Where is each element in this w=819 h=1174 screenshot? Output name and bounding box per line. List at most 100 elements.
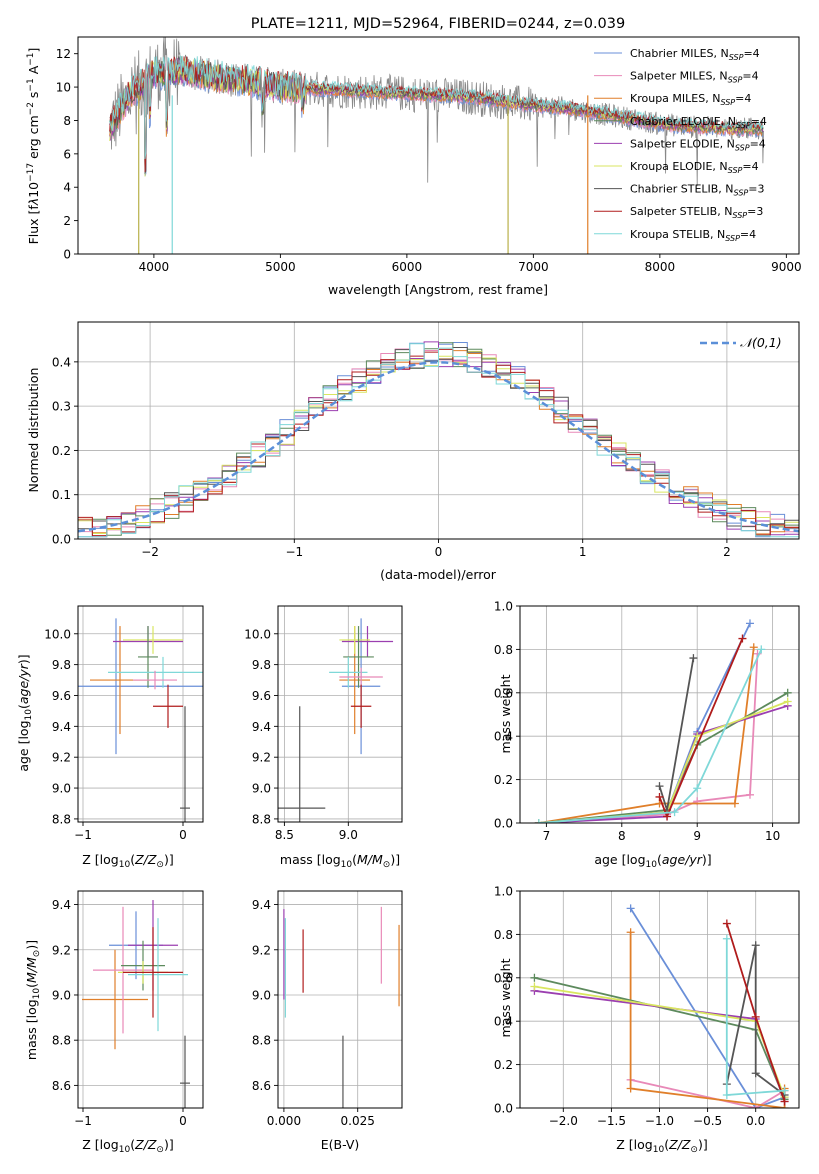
y-tick-label: 8 xyxy=(63,114,71,128)
y-tick-label: 0.8 xyxy=(494,643,513,657)
y-tick-label: 9.8 xyxy=(252,658,271,672)
weight-series xyxy=(630,1078,786,1108)
y-tick-label: 9.0 xyxy=(52,782,71,796)
y-tick-label: 8.8 xyxy=(52,1034,71,1048)
weight-marker xyxy=(780,1086,789,1095)
axes-frame xyxy=(277,890,403,1109)
x-tick-label: 0.0 xyxy=(746,1114,765,1128)
weight-marker xyxy=(780,1097,789,1106)
gaussian-curve xyxy=(78,361,799,533)
plot-area xyxy=(278,618,394,822)
weight-marker xyxy=(738,634,747,643)
y-tick-label: 0.2 xyxy=(494,773,513,787)
residuals-legend: 𝒩(0,1) xyxy=(700,335,782,350)
residuals-ylabel: Normed distribution xyxy=(26,368,41,493)
weight-marker xyxy=(751,1069,760,1078)
x-tick-label: 7000 xyxy=(518,260,549,274)
spectrum-title: PLATE=1211, MJD=52964, FIBERID=0244, z=0… xyxy=(251,16,625,32)
spectrum-xlabel: wavelength [Angstrom, rest frame] xyxy=(328,282,548,297)
y-tick-label: 1.0 xyxy=(494,600,513,614)
x-tick-label: −1 xyxy=(285,545,303,559)
x-tick-label: 1 xyxy=(579,545,587,559)
weight-marker xyxy=(722,1090,731,1099)
weight-series xyxy=(538,649,763,823)
model-spectrum xyxy=(109,56,764,173)
axes-frame xyxy=(77,890,204,1109)
age-mass-xlabel: mass [log10(M/M⊙)] xyxy=(280,852,400,870)
y-tick-label: 0.4 xyxy=(494,730,513,744)
weight-vs-Z-panel: −2.0 −1.5 −1.0 −0.5 0.0 0.0 0.2 0.4 0.6 0.8 1.0 xyxy=(494,885,800,1128)
x-tick-label: 7 xyxy=(543,829,551,843)
y-tick-label: 9.0 xyxy=(252,988,271,1002)
y-tick-label: 9.6 xyxy=(252,689,271,703)
residuals-panel: −2 −1 0 1 2 0.0 0.1 0.2 0.3 0.4 xyxy=(52,321,800,559)
weight-marker xyxy=(626,904,635,913)
y-tick-label: 0.2 xyxy=(494,1058,513,1072)
y-tick-label: 4 xyxy=(63,181,71,195)
mass-EBV-xlabel: E(B-V) xyxy=(321,1137,360,1152)
x-tick-label: −1.5 xyxy=(597,1114,626,1128)
weight-marker xyxy=(749,643,758,652)
age-Z-ylabel: age [log10(age/yr)] xyxy=(16,654,34,771)
plot-area xyxy=(82,900,190,1108)
x-tick-label: 9 xyxy=(693,829,701,843)
x-tick-label: 5000 xyxy=(265,260,296,274)
weight-marker xyxy=(689,654,698,663)
x-tick-label: 9.0 xyxy=(339,828,358,842)
y-tick-label: 8.6 xyxy=(52,1079,71,1093)
axes-frame xyxy=(277,605,403,823)
spectrum-legend: Chabrier MILES, NSSP=4 Salpeter MILES, NS… xyxy=(594,47,767,243)
gaussian-legend-label: 𝒩(0,1) xyxy=(740,335,782,350)
mass-Z-ylabel: mass [log10(M/M⊙)] xyxy=(24,940,42,1060)
axes-frame xyxy=(77,605,204,823)
x-tick-label: 8000 xyxy=(645,260,676,274)
y-tick-label: 9.4 xyxy=(252,720,271,734)
y-tick-label: 0.2 xyxy=(52,444,71,458)
legend-label: Chabrier MILES, NSSP=4 xyxy=(630,47,760,62)
y-tick-label: 8.8 xyxy=(252,1034,271,1048)
axes-frame xyxy=(77,36,800,255)
y-tick-label: 10.0 xyxy=(244,627,271,641)
mass-vs-EBV-panel: 0.000 0.025 8.6 8.8 9.0 9.2 9.4 xyxy=(252,890,403,1128)
y-tick-label: 0.0 xyxy=(52,533,71,547)
y-tick-label: 9.0 xyxy=(52,988,71,1002)
weight-marker xyxy=(534,819,543,823)
x-tick-label: 10 xyxy=(765,829,780,843)
spectrum-ylabel: Flux [fλ10−17 erg cm−2 s−1 A−1] xyxy=(26,48,41,245)
y-tick-label: 0.1 xyxy=(52,488,71,502)
weight-marker xyxy=(670,808,679,817)
x-tick-label: −1.0 xyxy=(645,1114,674,1128)
y-tick-label: 0.0 xyxy=(494,817,513,831)
residuals-xlabel: (data-model)/error xyxy=(380,567,497,582)
weight-age-xlabel: age [log10(age/yr)] xyxy=(594,852,711,870)
weight-marker xyxy=(655,782,664,791)
mass-Z-xlabel: Z [log10(Z/Z⊙)] xyxy=(82,1137,173,1155)
y-tick-label: 10.0 xyxy=(44,627,71,641)
plot-area xyxy=(78,341,799,538)
weight-marker xyxy=(722,934,731,943)
plot-area xyxy=(109,37,764,254)
x-tick-label: 0.000 xyxy=(267,1114,301,1128)
y-tick-label: 9.6 xyxy=(52,689,71,703)
weight-series xyxy=(629,907,785,1108)
y-tick-label: 8.6 xyxy=(252,1079,271,1093)
y-tick-label: 9.2 xyxy=(52,751,71,765)
weight-series xyxy=(538,647,755,823)
weight-marker xyxy=(530,982,539,991)
y-tick-label: 9.4 xyxy=(252,898,271,912)
x-tick-label: 0 xyxy=(179,1114,187,1128)
axes-frame xyxy=(519,605,800,824)
x-tick-label: 2 xyxy=(723,545,731,559)
spectrum-panel: 4000 5000 6000 7000 8000 9000 0 2 4 6 8 10 12 xyxy=(56,36,802,274)
weight-marker xyxy=(693,732,702,741)
weight-marker xyxy=(745,619,754,628)
weight-marker xyxy=(783,688,792,697)
x-tick-label: −2 xyxy=(141,545,159,559)
weight-marker xyxy=(783,697,792,706)
plot-area xyxy=(534,619,792,823)
weight-marker xyxy=(693,784,702,793)
weight-marker xyxy=(757,645,766,654)
x-tick-label: 0.025 xyxy=(341,1114,375,1128)
legend-label: Salpeter STELIB, NSSP=3 xyxy=(630,205,763,220)
y-tick-label: 0.3 xyxy=(52,400,71,414)
